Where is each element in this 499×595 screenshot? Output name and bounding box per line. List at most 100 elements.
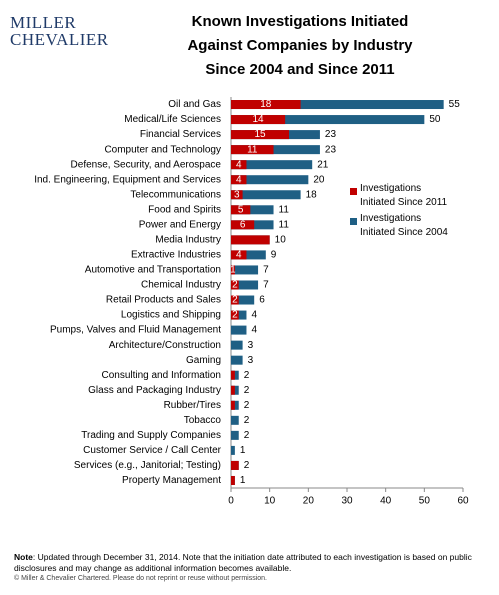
x-tick-label: 30 [341,496,353,507]
value-label: 1 [240,475,246,486]
bar [231,160,247,170]
value-label: 6 [240,219,246,230]
y-tick-label: Food and Spirits [148,204,221,215]
value-label: 4 [236,250,242,261]
bar [231,295,239,305]
value-label: 2 [232,280,238,291]
bar [231,370,235,380]
value-label: 3 [234,189,240,200]
value-label: 2 [244,370,250,381]
bar [231,415,239,425]
bar [231,190,243,200]
bar [231,160,313,170]
y-tick-label: Tobacco [184,415,222,426]
chart-title: Against Companies by Industry [187,37,413,54]
y-tick-label: Property Management [122,475,221,486]
copyright: © Miller & Chevalier Chartered. Please d… [14,575,267,582]
value-label: 18 [260,99,272,110]
value-label: 2 [244,400,250,411]
bar [231,265,235,275]
logo-line: CHEVALIER [10,30,109,49]
x-tick-label: 10 [264,496,276,507]
bar [231,100,301,110]
value-label: 10 [275,235,287,246]
value-label: 20 [313,174,325,185]
value-label: 2 [232,295,238,306]
value-label: 11 [247,144,258,155]
x-tick-label: 0 [228,496,234,507]
bar [231,235,270,245]
y-tick-label: Financial Services [140,129,221,140]
y-tick-label: Pumps, Valves and Fluid Management [50,325,221,336]
y-tick-label: Power and Energy [139,219,221,230]
bar [231,430,239,440]
value-label: 1 [230,265,236,276]
y-tick-label: Medical/Life Sciences [124,114,221,125]
bar [231,385,235,395]
y-tick-label: Services (e.g., Janitorial; Testing) [74,460,221,471]
value-label: 4 [251,325,257,336]
y-tick-label: Chemical Industry [141,280,221,291]
bar [231,460,239,470]
y-tick-label: Extractive Industries [131,250,221,261]
bar [231,445,235,455]
y-tick-label: Architecture/Construction [109,340,221,351]
bar [231,205,274,215]
value-label: 7 [263,280,269,291]
bar [231,190,301,200]
y-tick-label: Glass and Packaging Industry [88,385,221,396]
bar [231,100,444,110]
y-tick-label: Logistics and Shipping [121,310,221,321]
bar [231,325,247,335]
legend-label: Investigations Initiated Since 2011 [360,183,448,208]
x-tick-label: 50 [419,496,431,507]
logo: MILLER CHEVALIER [10,14,109,48]
y-tick-label: Oil and Gas [168,99,221,110]
chart-title: Since 2004 and Since 2011 [205,61,394,78]
value-label: 4 [251,310,257,321]
bar [231,130,289,140]
bar [231,220,255,230]
y-tick-label: Automotive and Transportation [85,265,221,276]
y-tick-label: Customer Service / Call Center [83,445,221,456]
bar [231,175,309,185]
x-tick-label: 40 [380,496,392,507]
x-tick-label: 20 [303,496,315,507]
y-tick-label: Media Industry [155,235,221,246]
value-label: 21 [317,159,329,170]
bar [231,280,239,290]
legend-label: Investigations Initiated Since 2004 [360,213,448,238]
bar [231,250,247,260]
value-label: 23 [325,144,337,155]
value-label: 15 [254,129,266,140]
y-tick-label: Gaming [186,355,221,366]
value-label: 50 [429,114,441,125]
y-tick-label: Computer and Technology [104,144,221,155]
value-label: 7 [263,265,269,276]
bar [231,175,247,185]
bar [231,265,259,275]
value-label: 9 [271,250,277,261]
value-label: 3 [248,355,254,366]
y-tick-label: Telecommunications [130,189,221,200]
bar [231,115,286,125]
value-label: 2 [244,430,250,441]
bar [231,145,320,155]
footnote: Note: Updated through December 31, 2014.… [14,552,488,574]
bar [231,355,243,365]
value-label: 11 [279,219,290,230]
legend-swatch [350,218,357,225]
value-label: 5 [238,204,244,215]
bar [231,115,425,125]
logo-line: MILLER [10,13,77,32]
bar [231,145,274,155]
bar [231,250,266,260]
bar [231,280,259,290]
bar [231,295,255,305]
bar [231,475,235,485]
value-label: 14 [253,114,265,125]
y-tick-label: Trading and Supply Companies [81,430,221,441]
y-tick-label: Ind. Engineering, Equipment and Services [34,174,221,185]
value-label: 18 [306,189,318,200]
